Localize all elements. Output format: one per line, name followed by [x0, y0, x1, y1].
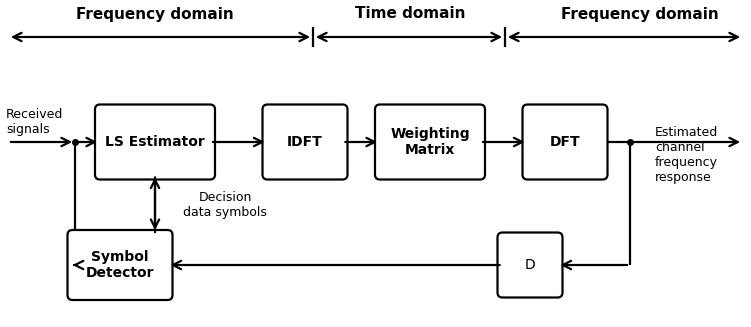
- Text: IDFT: IDFT: [287, 135, 323, 149]
- Text: LS Estimator: LS Estimator: [105, 135, 205, 149]
- Text: Time domain: Time domain: [354, 7, 466, 22]
- Text: Decision
data symbols: Decision data symbols: [183, 191, 267, 219]
- Text: Symbol
Detector: Symbol Detector: [86, 250, 154, 280]
- Text: DFT: DFT: [550, 135, 581, 149]
- FancyBboxPatch shape: [68, 230, 173, 300]
- Text: D: D: [525, 258, 535, 272]
- FancyBboxPatch shape: [375, 105, 485, 180]
- Text: Weighting
Matrix: Weighting Matrix: [391, 127, 470, 157]
- Text: Estimated
channel
frequency
response: Estimated channel frequency response: [655, 126, 718, 184]
- Text: Received
signals: Received signals: [6, 108, 63, 136]
- FancyBboxPatch shape: [263, 105, 348, 180]
- FancyBboxPatch shape: [523, 105, 608, 180]
- Text: Frequency domain: Frequency domain: [76, 7, 234, 22]
- Text: Frequency domain: Frequency domain: [561, 7, 719, 22]
- FancyBboxPatch shape: [95, 105, 215, 180]
- FancyBboxPatch shape: [497, 232, 562, 298]
